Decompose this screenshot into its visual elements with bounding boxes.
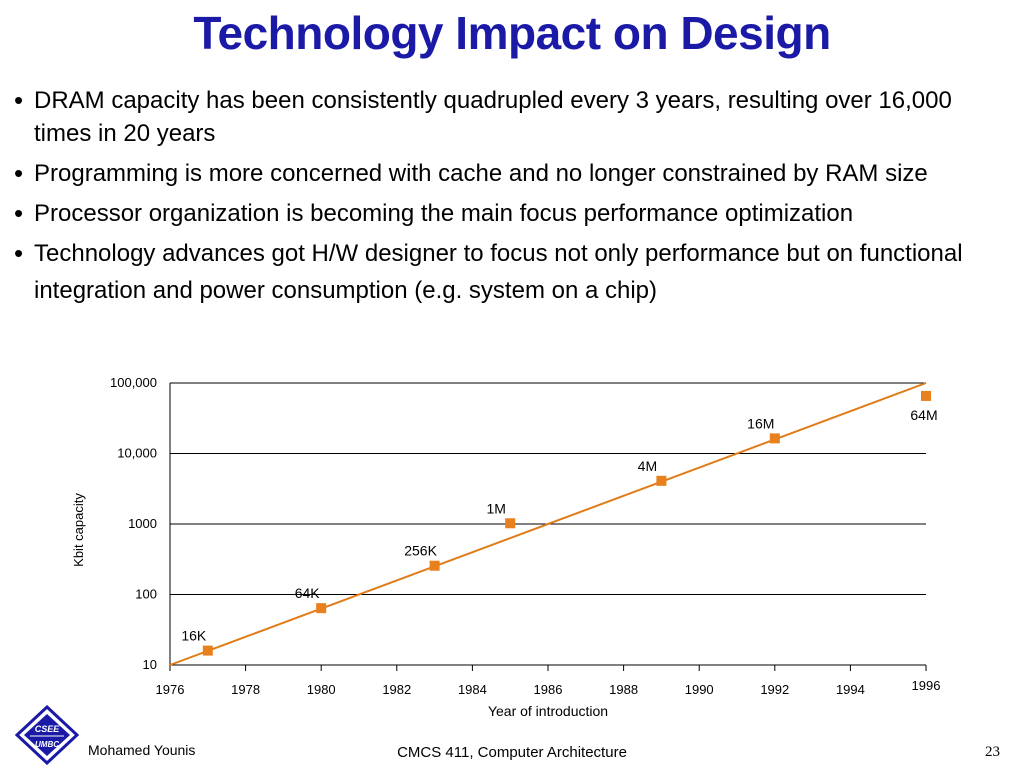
bullet-item: • Programming is more concerned with cac… [10, 155, 1015, 192]
chart-x-tick-label: 1980 [307, 682, 336, 697]
chart-y-tick-label: 10 [143, 657, 157, 672]
footer-author: Mohamed Younis [88, 742, 196, 758]
chart-x-tick-label: 1986 [534, 682, 563, 697]
chart-x-tick-label: 1994 [836, 682, 865, 697]
chart-x-tick-label: 1992 [760, 682, 789, 697]
chart-data-label: 64M [910, 407, 937, 423]
chart-points: 16K 64K 256K 1M 4M 16M 64M [181, 390, 938, 656]
chart-x-tick-label: 1988 [609, 682, 638, 697]
chart-data-label: 256K [404, 543, 437, 559]
bullet-item: • Processor organization is becoming the… [10, 197, 1015, 230]
chart-data-label: 16K [181, 628, 207, 644]
chart-x-axis-label: Year of introduction [488, 703, 608, 719]
chart-y-tick-label: 10,000 [117, 446, 157, 461]
chart-data-label: 4M [638, 458, 657, 474]
chart-trend [169, 382, 927, 666]
chart-data-label: 64K [295, 585, 321, 601]
csee-umbc-logo: CSEE UMBC [14, 705, 80, 765]
chart-x-tick-label: 1976 [156, 682, 185, 697]
chart-y-axis-label: Kbit capacity [71, 493, 86, 567]
logo-text-top: CSEE [35, 724, 61, 734]
chart-x-tick-label: 1978 [231, 682, 260, 697]
logo-diamond-inner [24, 714, 70, 756]
bullet-dot: • [14, 158, 24, 188]
chart-y-tick-label: 100,000 [110, 375, 157, 390]
bullet-text: Processor organization is becoming the m… [34, 200, 854, 227]
chart-x-tick-label: 1996 [912, 678, 941, 693]
bullet-dot: • [14, 85, 24, 115]
footer-course: CMCS 411, Computer Architecture [397, 744, 627, 761]
bullet-list: • DRAM capacity has been consistently qu… [10, 84, 1015, 314]
chart-data-label: 16M [747, 415, 774, 431]
bullet-dot: • [14, 198, 24, 228]
logo-text-bottom: UMBC [35, 740, 59, 749]
dram-capacity-chart: 10 100 1000 10,000 100,000 1976 1978 1980 1982 19… [71, 375, 940, 719]
chart-data-point [429, 560, 440, 571]
chart-data-point [921, 390, 931, 401]
bullet-text: Programming is more concerned with cache… [34, 160, 928, 187]
bullet-item: • DRAM capacity has been consistently qu… [10, 84, 1015, 150]
chart-data-point [316, 603, 327, 614]
chart-y-tick-label: 1000 [128, 516, 157, 531]
chart-y-tick-label: 100 [135, 587, 157, 602]
chart-trend-line [169, 382, 927, 666]
bullet-item: • Technology advances got H/W designer t… [10, 235, 1015, 309]
slide-title: Technology Impact on Design [193, 7, 831, 59]
chart-data-point [505, 518, 516, 529]
chart-data-label: 1M [486, 500, 505, 516]
chart-x-tick-label: 1984 [458, 682, 487, 697]
page-number: 23 [985, 744, 1000, 760]
chart-data-point [656, 475, 667, 486]
bullet-dot: • [14, 238, 24, 268]
chart-x-tick-label: 1982 [382, 682, 411, 697]
bullet-text: DRAM capacity has been consistently quad… [34, 87, 952, 147]
chart-data-point [769, 433, 780, 444]
chart-axes: 10 100 1000 10,000 100,000 1976 1978 1980 1982 19… [110, 375, 940, 697]
logo-diamond-outer [14, 705, 80, 765]
bullet-text: Technology advances got H/W designer to … [34, 240, 963, 304]
chart-data-point [202, 645, 213, 656]
chart-x-tick-label: 1990 [685, 682, 714, 697]
